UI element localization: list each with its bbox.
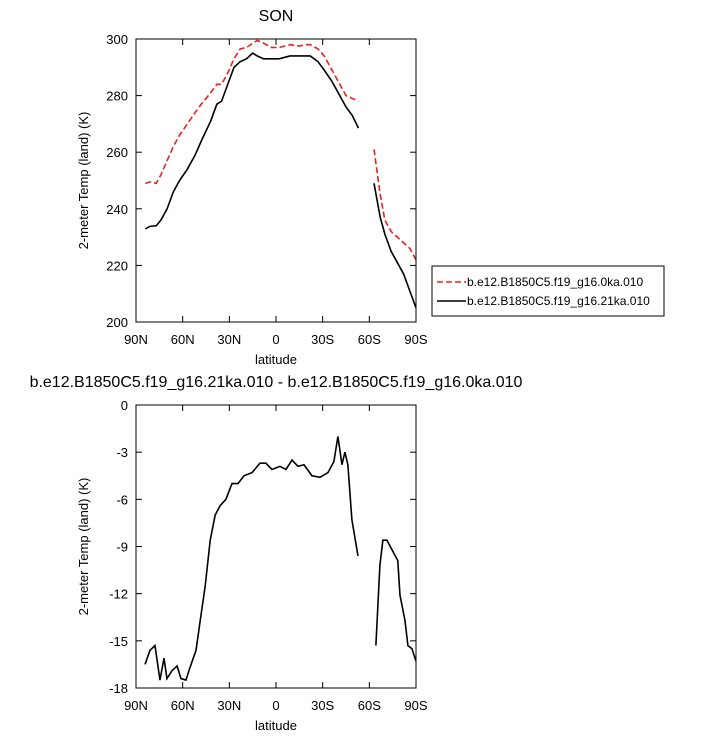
x-tick-label: 30N (217, 332, 241, 347)
y-tick-label: 300 (106, 32, 128, 47)
x-tick-label: 30N (217, 698, 241, 713)
y-axis-title: 2-meter Temp (land) (K) (76, 478, 91, 616)
y-tick-label: -6 (116, 492, 128, 507)
x-tick-label: 90S (404, 698, 427, 713)
x-tick-label: 90S (404, 332, 427, 347)
plot-frame (135, 404, 417, 689)
y-tick-label: -12 (109, 587, 128, 602)
y-tick-label: 240 (106, 202, 128, 217)
x-tick-label: 60S (358, 332, 381, 347)
plot-frame (135, 38, 417, 323)
y-tick-label: 260 (106, 145, 128, 160)
y-tick-label: -3 (116, 445, 128, 460)
x-tick-label: 30S (311, 332, 334, 347)
data-line (144, 52, 417, 309)
x-tick-label: 60N (171, 332, 195, 347)
y-tick-label: 220 (106, 258, 128, 273)
x-axis-title: latitude (255, 718, 297, 733)
legend-label: b.e12.B1850C5.f19_g16.0ka.010 (467, 275, 643, 289)
x-tick-label: 60N (171, 698, 195, 713)
x-tick-label: 30S (311, 698, 334, 713)
x-axis-title: latitude (255, 352, 297, 367)
y-tick-label: 280 (106, 89, 128, 104)
chart-title: SON (259, 8, 294, 25)
y-tick-label: -15 (109, 634, 128, 649)
legend-label: b.e12.B1850C5.f19_g16.21ka.010 (467, 294, 650, 308)
x-tick-label: 60S (358, 698, 381, 713)
legend-box (431, 265, 665, 317)
chart-title: b.e12.B1850C5.f19_g16.21ka.010 - b.e12.B… (30, 374, 523, 391)
y-axis-title: 2-meter Temp (land) (K) (76, 112, 91, 250)
x-tick-label: 90N (124, 698, 148, 713)
data-line (144, 436, 417, 682)
y-tick-label: 0 (121, 398, 128, 413)
y-tick-label: 200 (106, 315, 128, 330)
y-tick-label: -9 (116, 540, 128, 555)
x-tick-label: 90N (124, 332, 148, 347)
y-tick-label: -18 (109, 681, 128, 696)
data-line (145, 39, 417, 261)
x-tick-label: 0 (272, 698, 279, 713)
x-tick-label: 0 (272, 332, 279, 347)
